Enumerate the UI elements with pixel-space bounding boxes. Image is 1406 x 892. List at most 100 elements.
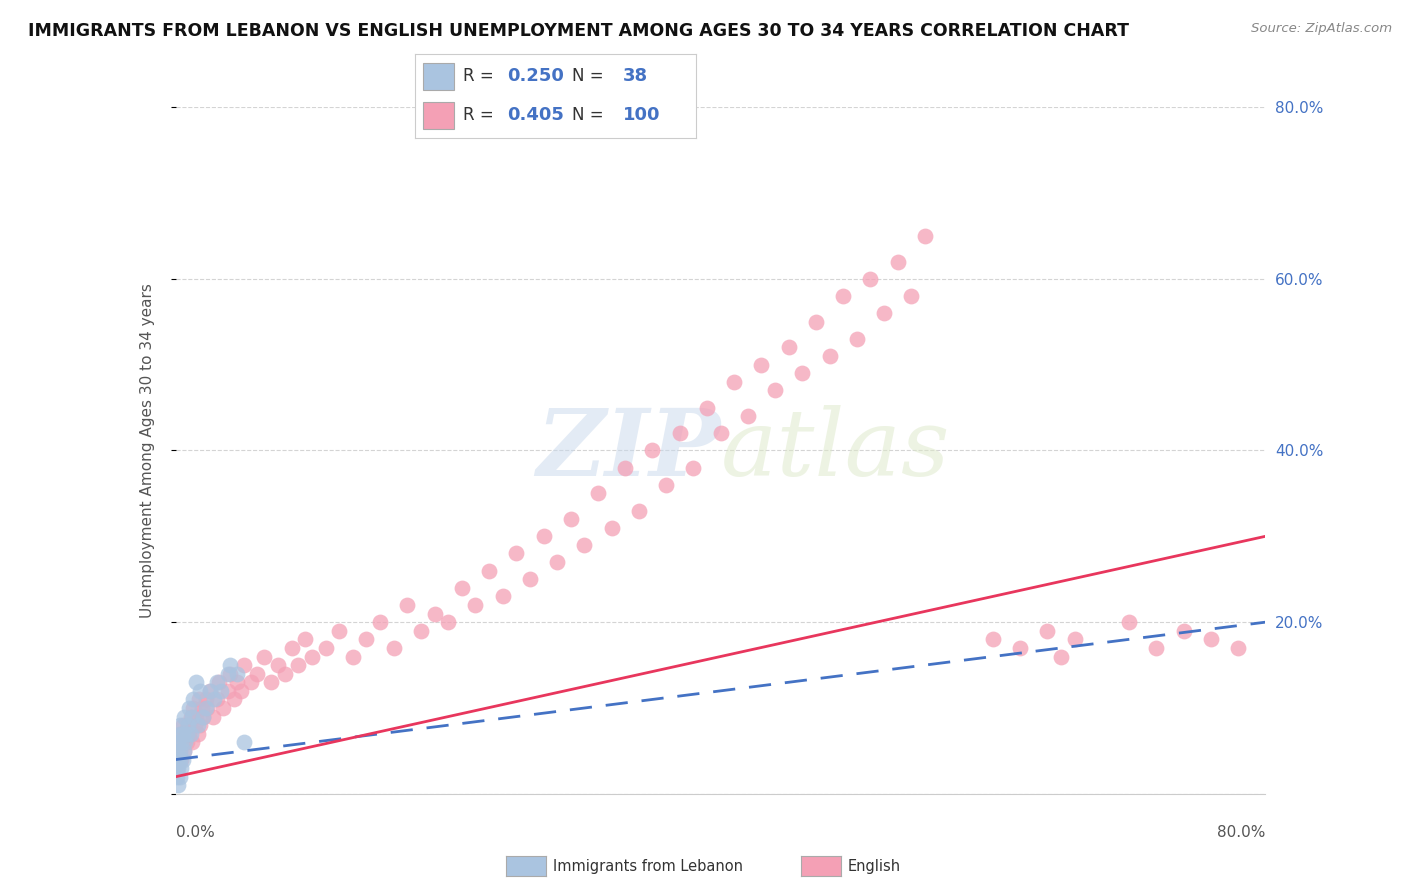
Point — [315, 640, 337, 655]
Point — [172, 718, 194, 732]
Point — [574, 538, 596, 552]
Point — [1118, 615, 1140, 630]
Point — [253, 649, 276, 664]
Point — [1050, 649, 1073, 664]
Point — [560, 512, 582, 526]
Point — [181, 709, 204, 723]
Point — [1063, 632, 1085, 647]
Point — [169, 744, 191, 758]
Point — [217, 683, 239, 698]
Point — [183, 701, 205, 715]
Text: 38: 38 — [623, 68, 648, 86]
Point — [232, 735, 254, 749]
Point — [437, 615, 460, 630]
Point — [546, 555, 568, 569]
Point — [886, 254, 908, 268]
Point — [710, 426, 733, 441]
Point — [464, 598, 486, 612]
Text: ZIP: ZIP — [536, 406, 721, 495]
Point — [188, 683, 211, 698]
Point — [859, 271, 882, 285]
Point — [382, 640, 405, 655]
Point — [519, 572, 541, 586]
Point — [191, 709, 214, 723]
Point — [217, 666, 239, 681]
Point — [287, 658, 309, 673]
Text: 0.0%: 0.0% — [176, 825, 215, 839]
Point — [177, 718, 200, 732]
Point — [169, 718, 191, 732]
Point — [205, 675, 228, 690]
Point — [478, 564, 501, 578]
Point — [186, 709, 208, 723]
Point — [655, 478, 678, 492]
Point — [173, 744, 195, 758]
Point — [219, 666, 242, 681]
Point — [1010, 640, 1032, 655]
Point — [172, 727, 194, 741]
Text: R =: R = — [463, 68, 499, 86]
Point — [195, 701, 218, 715]
Point — [342, 649, 364, 664]
Text: N =: N = — [572, 68, 603, 86]
Point — [169, 744, 191, 758]
Point — [186, 718, 209, 732]
Point — [1227, 640, 1250, 655]
Point — [260, 675, 283, 690]
Point — [194, 692, 217, 706]
Point — [167, 753, 190, 767]
Text: IMMIGRANTS FROM LEBANON VS ENGLISH UNEMPLOYMENT AMONG AGES 30 TO 34 YEARS CORREL: IMMIGRANTS FROM LEBANON VS ENGLISH UNEMP… — [28, 22, 1129, 40]
Point — [198, 683, 221, 698]
Point — [696, 401, 718, 415]
Point — [205, 692, 228, 706]
Point — [179, 727, 201, 741]
Bar — [423, 102, 454, 129]
Point — [294, 632, 316, 647]
Point — [232, 658, 254, 673]
Point — [246, 666, 269, 681]
Point — [169, 727, 191, 741]
Point — [177, 718, 200, 732]
Point — [169, 753, 191, 767]
Point — [226, 675, 249, 690]
Point — [845, 332, 868, 346]
Point — [186, 675, 208, 690]
Point — [224, 692, 246, 706]
Point — [166, 761, 188, 775]
Point — [274, 666, 297, 681]
Point — [737, 409, 759, 423]
Point — [627, 503, 650, 517]
Point — [450, 581, 472, 595]
Point — [183, 692, 205, 706]
Point — [180, 727, 202, 741]
Point — [174, 735, 197, 749]
Point — [191, 709, 214, 723]
Text: Immigrants from Lebanon: Immigrants from Lebanon — [553, 859, 742, 873]
Point — [167, 753, 190, 767]
Point — [173, 744, 195, 758]
Point — [188, 718, 211, 732]
Point — [914, 228, 936, 243]
Point — [170, 735, 193, 749]
Point — [194, 701, 217, 715]
Point — [533, 529, 555, 543]
Point — [586, 486, 609, 500]
Point — [174, 727, 197, 741]
Text: 0.405: 0.405 — [508, 106, 564, 124]
Point — [682, 460, 704, 475]
Point — [184, 718, 207, 732]
Point — [231, 683, 253, 698]
Bar — [423, 62, 454, 90]
Text: 0.250: 0.250 — [508, 68, 564, 86]
Point — [208, 675, 231, 690]
Text: English: English — [848, 859, 901, 873]
Point — [600, 521, 623, 535]
Point — [614, 460, 637, 475]
Point — [170, 753, 193, 767]
Point — [209, 683, 232, 698]
Point — [186, 727, 209, 741]
Point — [180, 709, 202, 723]
Point — [818, 349, 841, 363]
Point — [505, 546, 527, 561]
Point — [492, 590, 515, 604]
